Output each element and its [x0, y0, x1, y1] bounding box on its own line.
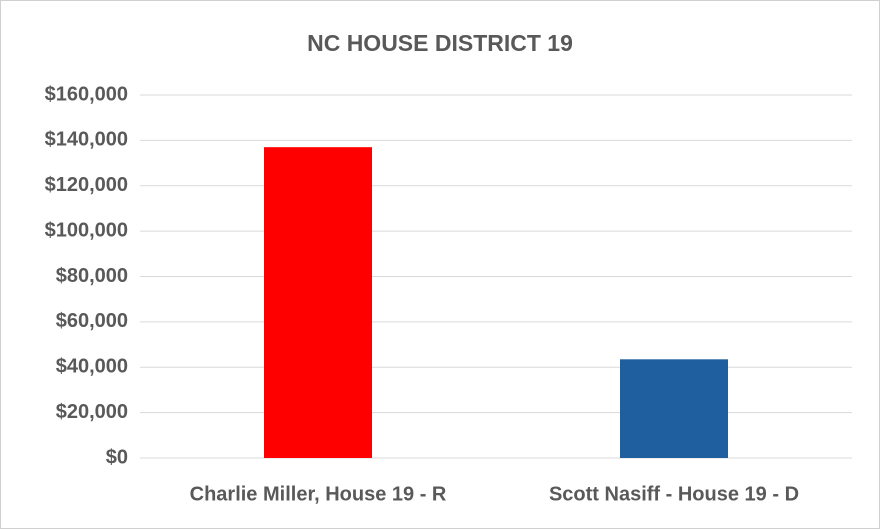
- y-tick-label: $20,000: [56, 401, 128, 423]
- bar: [620, 359, 728, 458]
- y-tick-label: $80,000: [56, 265, 128, 287]
- y-tick-label: $140,000: [45, 129, 128, 151]
- y-tick-label: $160,000: [45, 83, 128, 105]
- x-tick-label: Scott Nasiff - House 19 - D: [549, 483, 799, 505]
- y-tick-label: $0: [106, 446, 128, 468]
- y-tick-label: $60,000: [56, 310, 128, 332]
- bar: [264, 147, 372, 458]
- x-tick-label: Charlie Miller, House 19 - R: [190, 483, 447, 505]
- y-tick-label: $40,000: [56, 356, 128, 378]
- chart-title: NC HOUSE DISTRICT 19: [307, 30, 573, 56]
- y-tick-label: $120,000: [45, 174, 128, 196]
- y-tick-label: $100,000: [45, 219, 128, 241]
